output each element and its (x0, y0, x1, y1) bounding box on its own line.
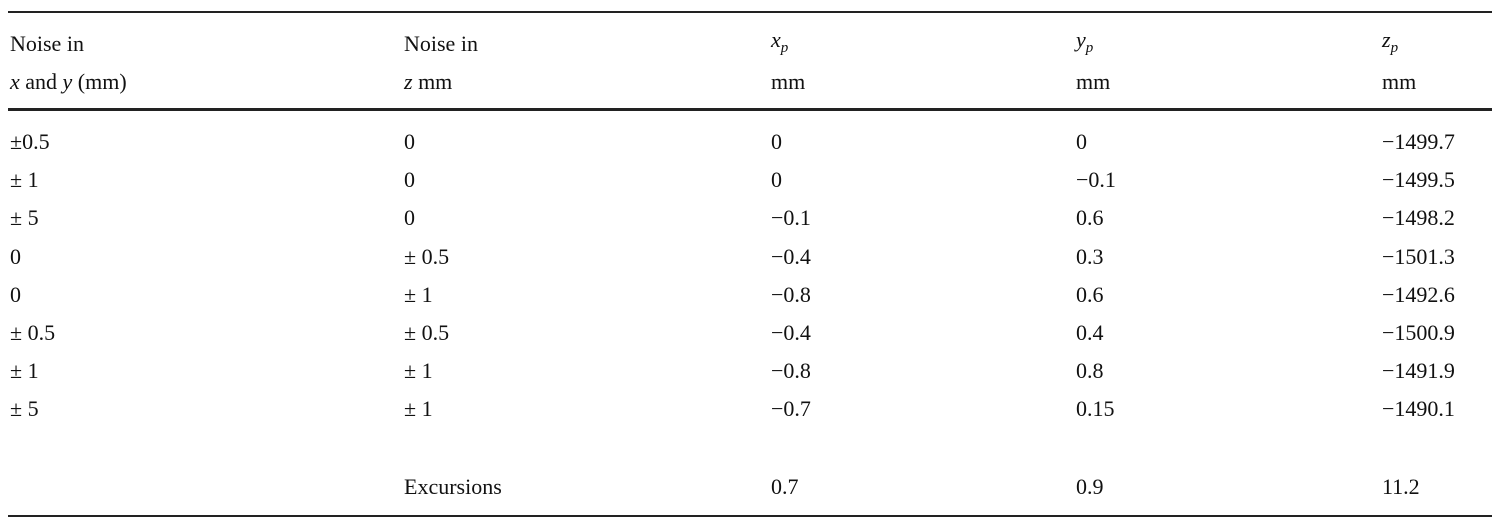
table-cell: 0.6 (1076, 205, 1104, 230)
table-cell: −0.1 (771, 205, 811, 230)
table-cell: 0 (771, 167, 782, 192)
header-text: y (1076, 27, 1086, 52)
table-cell: −1500.9 (1382, 320, 1455, 345)
table-cell: ± 0.5 (404, 244, 450, 269)
header-text: mm (771, 69, 806, 94)
table-cell: 0.4 (1076, 320, 1104, 345)
table-cell: ± 1 (404, 396, 433, 421)
table-cell: −1490.1 (1382, 396, 1455, 421)
table-cell: 0.8 (1076, 358, 1104, 383)
header-text: p (780, 40, 789, 56)
header-text: and (19, 69, 63, 94)
header-cell: yp (1076, 27, 1093, 61)
table-cell: 0 (1076, 129, 1087, 154)
header-text: z (404, 69, 413, 94)
footer-cell: Excursions (404, 474, 502, 499)
header-text: Noise in (10, 31, 84, 56)
header-text: x (771, 27, 781, 52)
header-cell: zp (1382, 27, 1398, 61)
footer-cell: 0.7 (771, 474, 799, 499)
header-text: p (1390, 40, 1399, 56)
table-cell: −0.1 (1076, 167, 1116, 192)
table-cell: 0 (10, 282, 21, 307)
table-cell: 0.6 (1076, 282, 1104, 307)
table-cell: 0.3 (1076, 244, 1104, 269)
table-cell: ± 5 (10, 396, 39, 421)
header-cell: Noise in (10, 31, 84, 57)
table-cell: −0.8 (771, 282, 811, 307)
table-cell: 0 (404, 167, 415, 192)
table-cell: −1499.7 (1382, 129, 1455, 154)
header-cell: mm (1382, 69, 1416, 95)
header-text: x (10, 69, 20, 94)
table-cell: ± 1 (10, 167, 39, 192)
table-cell: −1491.9 (1382, 358, 1455, 383)
header-text: y (62, 69, 73, 94)
table-cell: −0.4 (771, 244, 811, 269)
bottom-rule (8, 515, 1492, 517)
table-cell: 0 (404, 129, 415, 154)
table-cell: 0.15 (1076, 396, 1115, 421)
header-cell: z mm (404, 69, 452, 95)
header-text: mm (1382, 69, 1417, 94)
table-cell: ± 1 (404, 282, 433, 307)
header-text: z (1382, 27, 1391, 52)
table-cell: ±0.5 (10, 129, 50, 154)
table-cell: −1501.3 (1382, 244, 1455, 269)
header-rule (8, 108, 1492, 111)
header-cell: xp (771, 27, 788, 61)
footer-cell: 0.9 (1076, 474, 1104, 499)
table-cell: −0.7 (771, 396, 811, 421)
table-cell: −1498.2 (1382, 205, 1455, 230)
footer-cell: 11.2 (1382, 474, 1420, 499)
table-cell: ± 5 (10, 205, 39, 230)
header-text: mm (412, 69, 453, 94)
header-text: (mm) (72, 69, 127, 94)
table-cell: ± 0.5 (404, 320, 450, 345)
table-cell: 0 (771, 129, 782, 154)
top-rule (8, 11, 1492, 13)
table-cell: −0.4 (771, 320, 811, 345)
header-cell: Noise in (404, 31, 478, 57)
table-cell: 0 (10, 244, 21, 269)
header-cell: mm (1076, 69, 1110, 95)
table-cell: ± 1 (10, 358, 39, 383)
table-cell: ± 0.5 (10, 320, 56, 345)
table-cell: 0 (404, 205, 415, 230)
header-text: mm (1076, 69, 1111, 94)
table-cell: −1499.5 (1382, 167, 1455, 192)
header-cell: mm (771, 69, 805, 95)
table-cell: −1492.6 (1382, 282, 1455, 307)
table-cell: ± 1 (404, 358, 433, 383)
header-cell: x and y (mm) (10, 69, 127, 95)
table-cell: −0.8 (771, 358, 811, 383)
header-text: Noise in (404, 31, 478, 56)
header-text: p (1085, 40, 1094, 56)
